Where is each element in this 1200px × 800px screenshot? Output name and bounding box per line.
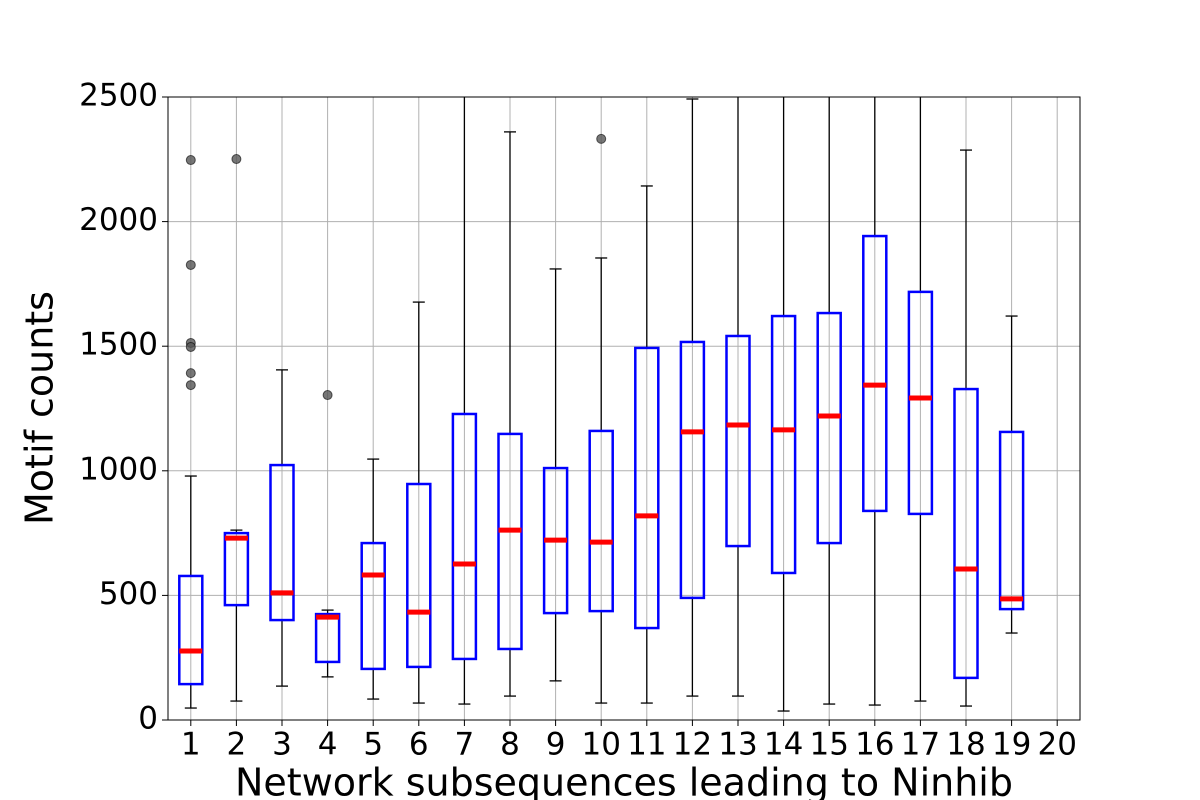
x-tick-label: 4 xyxy=(318,727,338,763)
y-tick-label: 500 xyxy=(99,576,158,612)
x-axis-label: Network subsequences leading to Ninhib xyxy=(235,761,1013,800)
x-tick-label: 18 xyxy=(946,727,985,763)
x-tick-label: 19 xyxy=(992,727,1031,763)
x-tick-label: 6 xyxy=(409,727,429,763)
y-tick-label: 1000 xyxy=(79,451,158,487)
y-tick-label: 2500 xyxy=(79,78,158,114)
plot-frame xyxy=(167,96,1081,721)
box xyxy=(451,412,478,661)
x-tick-label: 9 xyxy=(546,727,566,763)
y-tick-label: 0 xyxy=(138,701,158,737)
plot-marks xyxy=(178,97,1025,712)
box xyxy=(360,541,386,671)
y-axis-label: Motif counts xyxy=(18,291,62,525)
box xyxy=(862,234,888,513)
flier xyxy=(596,133,607,144)
x-tick-label: 13 xyxy=(718,727,757,763)
flier xyxy=(185,368,196,379)
flier xyxy=(322,390,333,401)
box xyxy=(953,387,979,680)
box xyxy=(314,612,341,664)
flier xyxy=(231,154,242,165)
flier xyxy=(185,341,196,352)
x-tick-label: 12 xyxy=(673,727,712,763)
y-tick-label: 1500 xyxy=(79,327,158,363)
x-tick-label: 10 xyxy=(581,727,620,763)
box xyxy=(497,432,523,651)
box xyxy=(907,290,934,516)
x-tick-label: 3 xyxy=(272,727,292,763)
box xyxy=(679,340,706,600)
box xyxy=(223,531,250,607)
box xyxy=(770,314,797,575)
flier xyxy=(185,155,196,166)
x-tick-label: 16 xyxy=(855,727,894,763)
flier xyxy=(185,380,196,391)
x-tick-label: 5 xyxy=(363,727,383,763)
box xyxy=(406,482,432,669)
box xyxy=(178,574,204,686)
flier xyxy=(185,259,196,270)
x-tick-label: 7 xyxy=(455,727,475,763)
box xyxy=(725,334,751,548)
box xyxy=(998,430,1025,611)
box xyxy=(634,346,660,630)
x-tick-label: 14 xyxy=(764,727,803,763)
y-tick-label: 2000 xyxy=(79,202,158,238)
x-tick-label: 15 xyxy=(809,727,848,763)
box xyxy=(269,463,295,622)
grid xyxy=(168,96,1080,721)
box xyxy=(588,429,614,613)
x-tick-label: 1 xyxy=(181,727,201,763)
x-tick-label: 17 xyxy=(901,727,940,763)
x-tick-label: 8 xyxy=(500,727,520,763)
x-tick-label: 20 xyxy=(1037,727,1076,763)
x-tick-label: 11 xyxy=(627,727,666,763)
x-tick-label: 2 xyxy=(227,727,247,763)
box xyxy=(816,311,842,545)
